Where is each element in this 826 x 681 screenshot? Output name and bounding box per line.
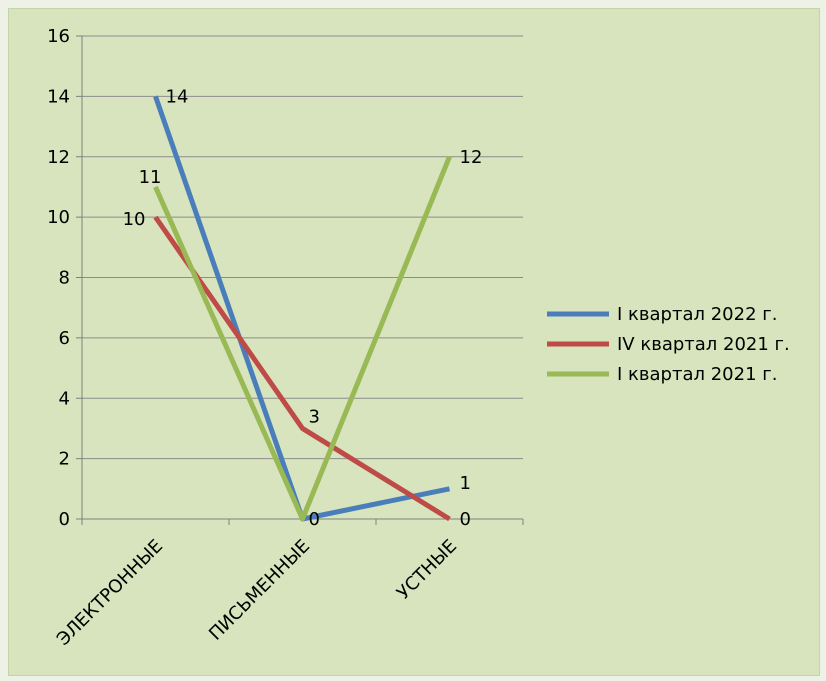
- data-label: 0: [460, 509, 471, 530]
- series-line: [153, 215, 451, 522]
- y-tick-label: 4: [59, 388, 70, 409]
- data-label: 10: [123, 209, 146, 230]
- y-tick-label: 14: [47, 86, 70, 107]
- data-label: 14: [166, 86, 189, 107]
- legend: I квартал 2022 г. IV квартал 2021 г. I ква…: [547, 304, 790, 385]
- series-line: [153, 155, 452, 522]
- y-tick-label: 2: [59, 449, 70, 470]
- x-category-label: ЭЛЕКТРОННЫЕ: [53, 536, 167, 650]
- y-tick-label: 0: [59, 509, 70, 530]
- data-label: 0: [309, 509, 320, 530]
- x-category-label: ПИСЬМЕННЫЕ: [205, 536, 314, 645]
- x-category-label: УСТНЫЕ: [393, 536, 461, 604]
- data-labels: 14 0 1 10 3 0 11 12: [123, 86, 483, 530]
- gridlines: [82, 35, 523, 460]
- data-label: 11: [139, 167, 162, 188]
- data-label: 12: [460, 147, 483, 168]
- y-tick-label: 12: [47, 147, 70, 168]
- data-label: 3: [309, 406, 320, 427]
- data-label: 1: [460, 473, 471, 494]
- legend-label: I квартал 2022 г.: [617, 304, 777, 325]
- legend-label: I квартал 2021 г.: [617, 364, 777, 385]
- y-tick-label: 8: [59, 268, 70, 289]
- series-line: [153, 95, 451, 522]
- y-tick-label: 10: [47, 207, 70, 228]
- y-tick-label: 6: [59, 328, 70, 349]
- series-lines: [153, 95, 452, 522]
- chart-area: 0 2 4 6 8 10 12 14 16 ЭЛЕКТРОННЫЕ ПИСЬМЕННЫЕ УСТНЫЕ…: [8, 8, 820, 676]
- y-tick-label: 16: [47, 26, 70, 47]
- legend-label: IV квартал 2021 г.: [617, 334, 790, 355]
